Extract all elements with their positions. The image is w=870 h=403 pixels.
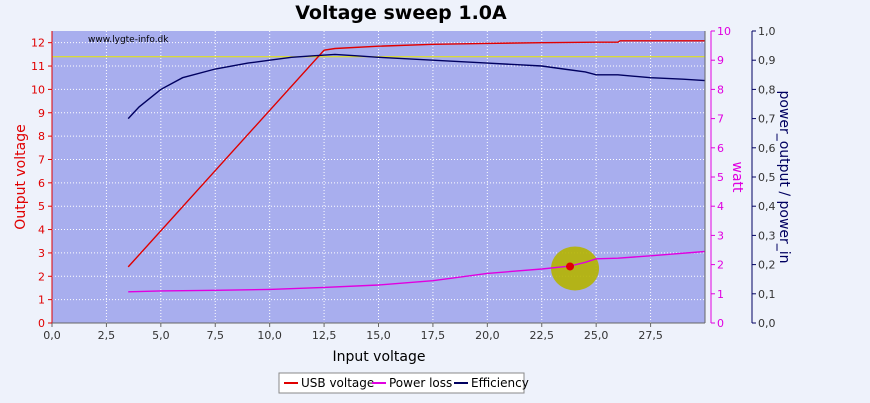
legend-label-usb-voltage: USB voltage xyxy=(301,376,374,390)
y-right2-tick-label: 0,7 xyxy=(758,113,776,126)
x-tick-label: 20,0 xyxy=(475,329,500,342)
marker-layer xyxy=(566,262,575,271)
y-right1-tick-label: 1 xyxy=(717,288,724,301)
series-line-usb-voltage xyxy=(127,40,705,268)
legend-label-efficiency: Efficiency xyxy=(471,376,529,390)
x-tick-label: 27,5 xyxy=(638,329,663,342)
y-right1-tick-label: 7 xyxy=(717,113,724,126)
axes: 0,0 2,5 5,0 7,5 10,0 12,5 15,0 17,5 20,0 22,5 25,0… xyxy=(31,25,776,342)
x-tick-label: 5,0 xyxy=(152,329,170,342)
y-axis-left-title: Output voltage xyxy=(13,124,29,229)
x-tick-label: 2,5 xyxy=(98,329,116,342)
chart-title: Voltage sweep 1.0A xyxy=(295,2,507,24)
y-right1-tick-label: 8 xyxy=(717,83,724,96)
series-line-power-loss xyxy=(128,250,706,293)
y-right1-tick-label: 5 xyxy=(717,171,724,184)
y-left-tick-label: 0 xyxy=(38,317,45,330)
legend-box xyxy=(278,372,525,394)
x-tick-label: 12,5 xyxy=(312,329,337,342)
y-left-tick-label: 7 xyxy=(38,153,45,166)
x-tick-label: 25,0 xyxy=(584,329,609,342)
series-line-efficiency xyxy=(127,53,706,120)
x-tick-label: 7,5 xyxy=(207,329,225,342)
y-left-tick-label: 6 xyxy=(38,177,45,190)
y-right1-tick-label: 0 xyxy=(717,317,724,330)
x-tick-label: 15,0 xyxy=(366,329,391,342)
y-axis-right1-title: watt xyxy=(729,161,745,193)
y-right1-tick-label: 6 xyxy=(717,142,724,155)
legend-label-power-loss: Power loss xyxy=(389,376,452,390)
y-right1-tick-label: 2 xyxy=(717,259,724,272)
y-right1-tick-label: 10 xyxy=(717,25,731,38)
y-left-tick-label: 10 xyxy=(31,83,45,96)
y-left-tick-label: 1 xyxy=(38,294,45,307)
watermark: www.lygte-info.dk xyxy=(88,35,169,45)
y-left-tick-label: 2 xyxy=(38,270,45,283)
y-right2-tick-label: 0,1 xyxy=(758,288,776,301)
y-right1-tick-label: 3 xyxy=(717,229,724,242)
x-tick-label: 17,5 xyxy=(421,329,446,342)
y-left-tick-label: 3 xyxy=(38,247,45,260)
y-left-tick-label: 12 xyxy=(31,37,45,50)
y-right1-tick-label: 9 xyxy=(717,54,724,67)
y-right2-tick-label: 0,0 xyxy=(758,317,776,330)
y-right2-tick-label: 0,4 xyxy=(758,200,776,213)
y-right2-tick-label: 0,3 xyxy=(758,229,776,242)
y-right2-tick-label: 0,6 xyxy=(758,142,776,155)
y-right2-tick-label: 0,5 xyxy=(758,171,776,184)
marker-halo xyxy=(551,246,600,291)
legend: USB voltage Power loss Efficiency xyxy=(278,372,529,394)
y-right1-tick-label: 4 xyxy=(717,200,724,213)
x-axis-title: Input voltage xyxy=(332,349,425,365)
series-layer xyxy=(127,40,706,293)
y-right2-tick-label: 1,0 xyxy=(758,25,776,38)
marker-halo-layer xyxy=(551,246,600,291)
y-left-tick-label: 8 xyxy=(38,130,45,143)
y-left-tick-label: 5 xyxy=(38,200,45,213)
x-tick-label: 22,5 xyxy=(530,329,555,342)
x-tick-label: 10,0 xyxy=(257,329,282,342)
y-right2-tick-label: 0,8 xyxy=(758,83,776,96)
y-axis-right2-title: power_output / power_in xyxy=(776,90,792,263)
y-right2-tick-label: 0,9 xyxy=(758,54,776,67)
x-tick-label: 0,0 xyxy=(43,329,61,342)
marker-point xyxy=(566,262,575,271)
y-left-tick-label: 9 xyxy=(38,107,45,120)
y-left-tick-label: 4 xyxy=(38,224,45,237)
y-left-tick-label: 11 xyxy=(31,60,45,73)
y-right2-tick-label: 0,2 xyxy=(758,259,776,272)
